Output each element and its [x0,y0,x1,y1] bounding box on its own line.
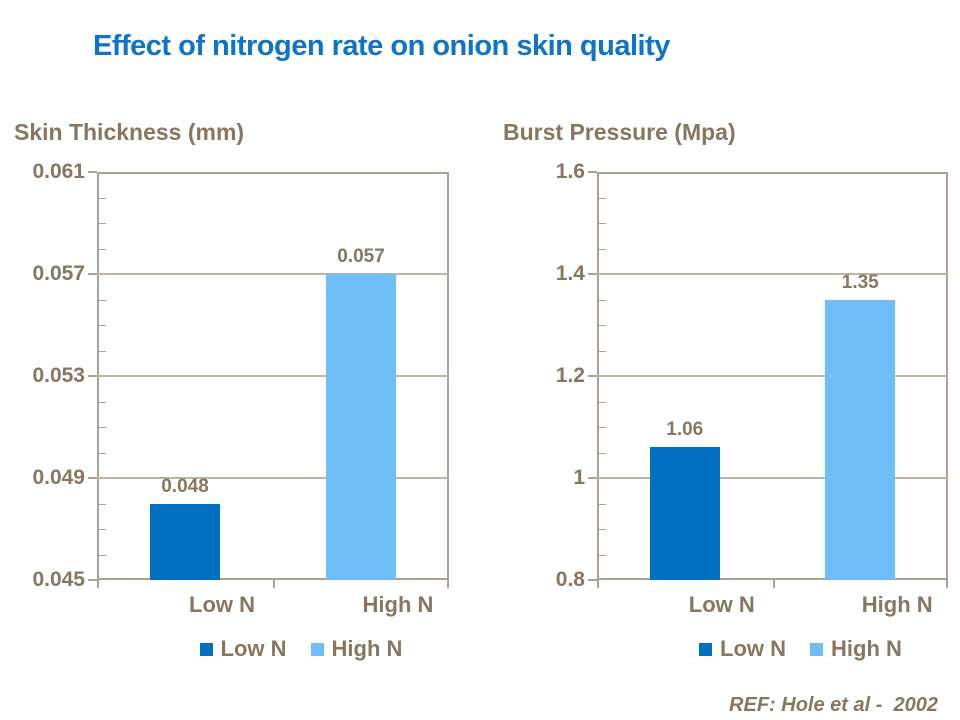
y-minor-tick [99,197,106,199]
y-minor-tick [99,401,106,403]
bar-low-n [150,503,220,580]
y-minor-tick [99,325,106,326]
y-minor-tick [99,554,106,556]
legend-swatch [310,642,324,656]
legend: Low N High N [151,636,451,662]
gridline [97,375,449,377]
y-major-tick [88,477,97,479]
y-major-tick [588,579,597,581]
y-tick-label: 1.4 [555,262,585,285]
legend-label: Low N [720,636,787,661]
y-tick-label: 1.2 [555,364,585,387]
legend-item-low-n: Low N [199,636,287,662]
x-category-label: Low N [189,592,255,617]
y-minor-tick [599,427,606,428]
legend-swatch [810,642,824,656]
y-major-tick [588,273,597,275]
y-major-tick [88,273,97,275]
y-major-tick [588,375,597,377]
legend-swatch [699,642,713,656]
y-minor-tick [599,223,606,224]
x-axis-tick [597,580,599,588]
x-axis-tick [447,580,449,588]
y-minor-tick [99,223,106,224]
chart-title: Skin Thickness (mm) [14,119,245,145]
y-minor-tick [599,401,606,403]
x-axis-tick [772,580,775,588]
bar-low-n [649,447,720,580]
y-tick-label: 0.053 [32,364,85,387]
y-minor-tick [99,452,106,454]
y-minor-tick [99,248,106,250]
y-tick-label: 0.045 [32,568,85,591]
y-tick-label: 0.061 [32,160,85,183]
legend-swatch [199,642,213,656]
bar-value-label: 0.048 [161,475,209,497]
slide-title: Effect of nitrogen rate on onion skin qu… [93,30,670,62]
x-category-label: Low N [688,592,755,617]
legend-item-high-n: High N [310,636,403,662]
y-tick-label: 0.8 [555,568,585,591]
y-minor-tick [99,427,106,428]
y-minor-tick [599,452,606,454]
chart-title: Burst Pressure (Mpa) [503,119,736,145]
x-axis-tick [273,580,275,588]
y-minor-tick [599,554,606,556]
legend-item-high-n: High N [810,636,902,662]
gridline [597,273,948,275]
bar-value-label: 1.06 [666,419,704,441]
y-minor-tick [99,529,106,530]
legend-item-low-n: Low N [699,636,786,662]
y-minor-tick [99,299,106,301]
gridline [597,477,948,479]
y-minor-tick [599,503,606,505]
bar-high-n [326,274,396,580]
gridline [97,477,449,479]
gridline [597,375,948,377]
x-category-label: High N [861,592,933,617]
x-axis-tick [946,580,948,588]
y-major-tick [88,579,97,581]
y-minor-tick [599,325,606,326]
legend: Low N High N [651,636,951,662]
x-axis-tick [97,580,99,588]
y-major-tick [588,477,597,479]
gridline [97,273,449,275]
y-minor-tick [599,350,606,352]
y-major-tick [88,375,97,377]
y-minor-tick [599,248,606,250]
y-tick-label: 1 [573,466,585,489]
legend-label: High N [331,636,403,661]
y-tick-label: 0.057 [32,262,85,285]
y-minor-tick [99,350,106,352]
y-minor-tick [99,503,106,505]
legend-label: Low N [220,636,287,661]
y-tick-label: 1.6 [555,160,585,183]
y-tick-label: 0.049 [32,466,85,489]
bar-high-n [825,299,896,580]
x-category-label: High N [362,592,434,617]
y-major-tick [588,171,597,173]
y-minor-tick [599,529,606,530]
legend-label: High N [831,636,902,661]
y-major-tick [88,171,97,173]
y-minor-tick [599,299,606,301]
reference-text: REF: Hole et al - 2002 [729,694,938,716]
y-minor-tick [599,197,606,199]
bar-value-label: 1.35 [841,271,879,293]
bar-value-label: 0.057 [337,246,385,267]
